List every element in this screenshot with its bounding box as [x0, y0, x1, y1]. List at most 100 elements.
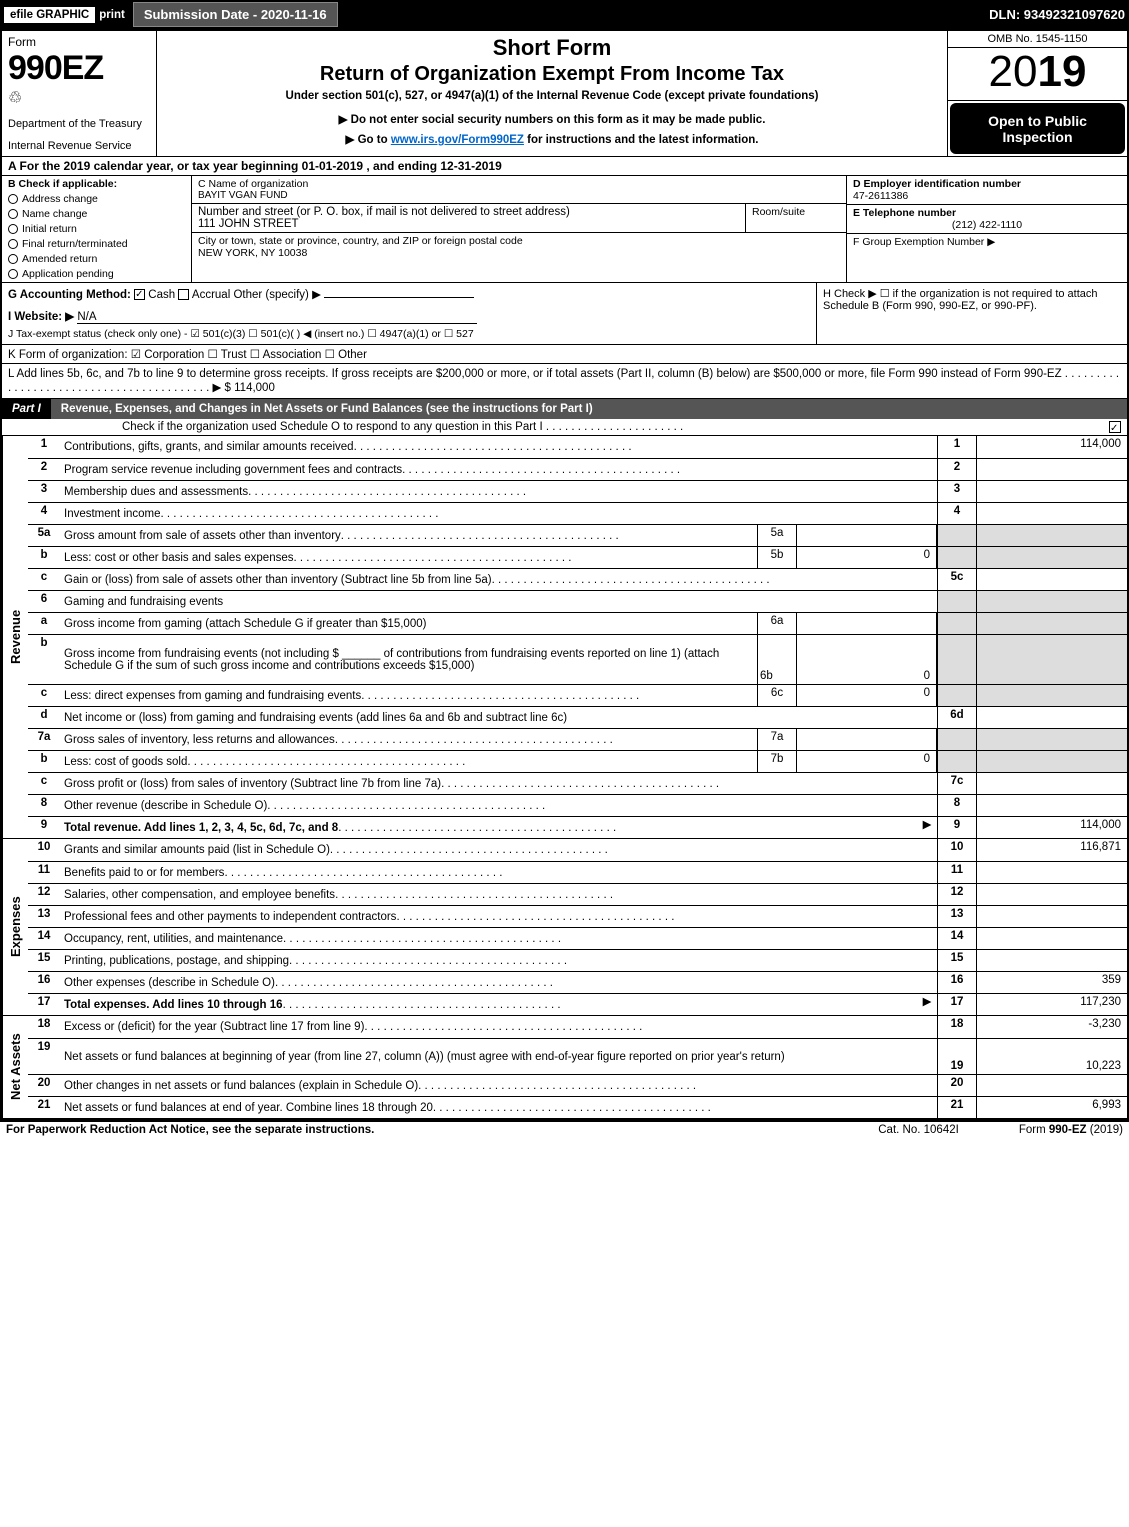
- line-5c-value: [977, 569, 1127, 590]
- top-bar: efile GRAPHIC print Submission Date - 20…: [0, 0, 1129, 29]
- row-h: H Check ▶ ☐ if the organization is not r…: [817, 283, 1127, 344]
- form-header: Form 990EZ ♲ Department of the Treasury …: [2, 31, 1127, 157]
- footer-catno: Cat. No. 10642I: [878, 1124, 959, 1136]
- c-label: C Name of organization: [198, 178, 840, 190]
- line-16-value: 359: [977, 972, 1127, 993]
- chk-initial-return[interactable]: Initial return: [8, 223, 185, 235]
- chk-address-change[interactable]: Address change: [8, 193, 185, 205]
- row-k: K Form of organization: ☑ Corporation ☐ …: [2, 345, 1127, 364]
- ein-value: 47-2611386: [853, 190, 1121, 202]
- line-6c-value: 0: [797, 685, 937, 706]
- section-b: B Check if applicable: Address change Na…: [2, 176, 192, 282]
- line-7c: cGross profit or (loss) from sales of in…: [28, 772, 1127, 794]
- other-specify-input[interactable]: [324, 297, 474, 298]
- row-j: J Tax-exempt status (check only one) - ☑…: [8, 328, 810, 340]
- net-assets-side-label: Net Assets: [2, 1016, 28, 1118]
- chk-final-return[interactable]: Final return/terminated: [8, 238, 185, 250]
- chk-name-change[interactable]: Name change: [8, 208, 185, 220]
- note-goto-post: for instructions and the latest informat…: [524, 134, 759, 146]
- radio-icon: [8, 194, 18, 204]
- irs-label: Internal Revenue Service: [8, 140, 150, 152]
- note-ssn: ▶ Do not enter social security numbers o…: [165, 112, 939, 126]
- section-def: D Employer identification number 47-2611…: [847, 176, 1127, 282]
- note-goto-pre: ▶ Go to: [346, 134, 391, 146]
- line-20: 20Other changes in net assets or fund ba…: [28, 1074, 1127, 1096]
- line-2: 2Program service revenue including gover…: [28, 458, 1127, 480]
- open-to-public-badge: Open to Public Inspection: [950, 103, 1125, 154]
- line-6c: cLess: direct expenses from gaming and f…: [28, 684, 1127, 706]
- chk-cash[interactable]: [134, 289, 145, 300]
- line-11: 11Benefits paid to or for members11: [28, 861, 1127, 883]
- line-6b: bGross income from fundraising events (n…: [28, 634, 1127, 684]
- header-right: OMB No. 1545-1150 2019 Open to Public In…: [947, 31, 1127, 156]
- line-10: 10Grants and similar amounts paid (list …: [28, 839, 1127, 861]
- line-9-value: 114,000: [977, 817, 1127, 838]
- line-5b-value: 0: [797, 547, 937, 568]
- line-14: 14Occupancy, rent, utilities, and mainte…: [28, 927, 1127, 949]
- city-label: City or town, state or province, country…: [198, 235, 840, 247]
- line-6d: dNet income or (loss) from gaming and fu…: [28, 706, 1127, 728]
- b-label: B Check if applicable:: [8, 178, 185, 190]
- line-6: 6Gaming and fundraising events: [28, 590, 1127, 612]
- line-12: 12Salaries, other compensation, and empl…: [28, 883, 1127, 905]
- line-19-value: 10,223: [977, 1039, 1127, 1074]
- line-20-value: [977, 1075, 1127, 1096]
- subtitle: Under section 501(c), 527, or 4947(a)(1)…: [165, 90, 939, 102]
- row-ghij: G Accounting Method: Cash Accrual Other …: [2, 283, 1127, 345]
- line-14-value: [977, 928, 1127, 949]
- omb-number: OMB No. 1545-1150: [948, 31, 1127, 48]
- line-6a: aGross income from gaming (attach Schedu…: [28, 612, 1127, 634]
- line-4: 4Investment income4: [28, 502, 1127, 524]
- line-18: 18Excess or (deficit) for the year (Subt…: [28, 1016, 1127, 1038]
- ein-label: D Employer identification number: [853, 178, 1121, 190]
- check-o-box[interactable]: [1109, 421, 1121, 433]
- chk-application-pending[interactable]: Application pending: [8, 268, 185, 280]
- row-l-text: L Add lines 5b, 6c, and 7b to line 9 to …: [8, 368, 1119, 394]
- line-13-value: [977, 906, 1127, 927]
- line-7c-value: [977, 773, 1127, 794]
- c-name-row: C Name of organization BAYIT VGAN FUND: [192, 176, 846, 204]
- irs-link[interactable]: www.irs.gov/Form990EZ: [391, 134, 524, 146]
- radio-icon: [8, 254, 18, 264]
- expenses-section: Expenses 10Grants and similar amounts pa…: [2, 839, 1127, 1016]
- g-label: G Accounting Method:: [8, 289, 131, 301]
- footer: For Paperwork Reduction Act Notice, see …: [0, 1122, 1129, 1138]
- revenue-side-label: Revenue: [2, 436, 28, 838]
- row-i: I Website: ▶ N/A: [8, 309, 810, 324]
- line-6d-value: [977, 707, 1127, 728]
- radio-icon: [8, 224, 18, 234]
- line-13: 13Professional fees and other payments t…: [28, 905, 1127, 927]
- dept-treasury: Department of the Treasury: [8, 118, 150, 130]
- header-middle: Short Form Return of Organization Exempt…: [157, 31, 947, 156]
- line-5c: cGain or (loss) from sale of assets othe…: [28, 568, 1127, 590]
- part-i-check-o: Check if the organization used Schedule …: [2, 419, 1127, 436]
- chk-accrual[interactable]: [178, 289, 189, 300]
- addr-value: 111 JOHN STREET: [198, 218, 739, 230]
- main-title: Return of Organization Exempt From Incom…: [165, 63, 939, 86]
- line-3: 3Membership dues and assessments3: [28, 480, 1127, 502]
- line-17: 17Total expenses. Add lines 10 through 1…: [28, 993, 1127, 1015]
- city-value: NEW YORK, NY 10038: [198, 247, 840, 259]
- tax-year: 2019: [948, 48, 1127, 101]
- addr-label: Number and street (or P. O. box, if mail…: [198, 206, 739, 218]
- form-word: Form: [8, 35, 150, 49]
- efile-badge: efile GRAPHIC: [4, 7, 95, 23]
- line-21-value: 6,993: [977, 1097, 1127, 1118]
- footer-left: For Paperwork Reduction Act Notice, see …: [6, 1124, 374, 1136]
- expenses-side-label: Expenses: [2, 839, 28, 1015]
- line-9: 9Total revenue. Add lines 1, 2, 3, 4, 5c…: [28, 816, 1127, 838]
- short-form-title: Short Form: [165, 35, 939, 61]
- radio-icon: [8, 239, 18, 249]
- line-1-value: 114,000: [977, 436, 1127, 458]
- print-link[interactable]: print: [99, 9, 125, 21]
- line-6b-value: 0: [797, 635, 937, 684]
- line-1: 1Contributions, gifts, grants, and simil…: [28, 436, 1127, 458]
- line-8-value: [977, 795, 1127, 816]
- c-city-row: City or town, state or province, country…: [192, 233, 846, 261]
- room-suite-label: Room/suite: [746, 204, 846, 232]
- chk-amended-return[interactable]: Amended return: [8, 253, 185, 265]
- website-value: N/A: [77, 311, 477, 324]
- line-7a-value: [797, 729, 937, 750]
- line-4-value: [977, 503, 1127, 524]
- radio-icon: [8, 209, 18, 219]
